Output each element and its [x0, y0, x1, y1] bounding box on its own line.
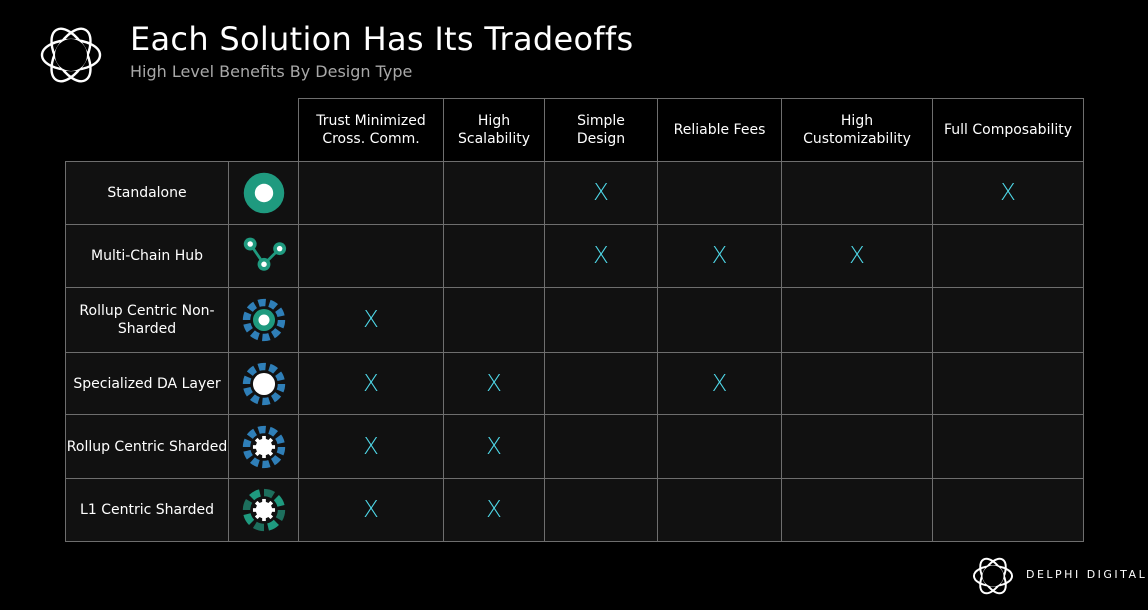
- column-header: Reliable Fees: [657, 98, 782, 162]
- empty-cell: [544, 352, 658, 415]
- footer-brand: DELPHI DIGITAL: [1026, 568, 1148, 581]
- check-mark-cell: X: [932, 161, 1084, 225]
- empty-cell: [932, 287, 1084, 353]
- row-label: Standalone: [65, 161, 229, 225]
- empty-cell: [781, 478, 933, 542]
- table-row: L1 Centric Sharded X X: [65, 478, 1084, 542]
- empty-cell: [657, 287, 782, 353]
- column-header: Trust Minimized Cross. Comm.: [298, 98, 444, 162]
- empty-cell: [932, 478, 1084, 542]
- rollup-centric-non-sharded-icon: [242, 298, 285, 342]
- empty-cell: [544, 414, 658, 479]
- table-row: Rollup Centric Sharded X X: [65, 414, 1084, 479]
- column-header: High Scalability: [443, 98, 545, 162]
- row-label: Rollup Centric Non-Sharded: [65, 287, 229, 353]
- empty-cell: [657, 161, 782, 225]
- empty-cell: [298, 224, 444, 288]
- empty-cell: [657, 414, 782, 479]
- empty-cell: [932, 352, 1084, 415]
- empty-cell: [932, 224, 1084, 288]
- check-mark-cell: X: [443, 478, 545, 542]
- delphi-footer-logo-icon: [972, 557, 1014, 595]
- specialized-da-layer-icon: [242, 362, 285, 405]
- table-row: Specialized DA Layer X X X: [65, 352, 1084, 415]
- page-subtitle: High Level Benefits By Design Type: [130, 62, 413, 81]
- row-icon-cell: [228, 224, 299, 288]
- check-mark-cell: X: [544, 224, 658, 288]
- check-mark-cell: X: [544, 161, 658, 225]
- check-mark-cell: X: [657, 352, 782, 415]
- empty-cell: [781, 352, 933, 415]
- empty-cell: [544, 478, 658, 542]
- row-label: Multi-Chain Hub: [65, 224, 229, 288]
- page-title: Each Solution Has Its Tradeoffs: [130, 20, 634, 58]
- check-mark-cell: X: [298, 414, 444, 479]
- check-mark-cell: X: [781, 224, 933, 288]
- multi-chain-hub-icon: [243, 237, 286, 271]
- row-icon-cell: [228, 352, 299, 415]
- empty-cell: [443, 224, 545, 288]
- empty-cell: [781, 287, 933, 353]
- check-mark-cell: X: [443, 414, 545, 479]
- row-icon-cell: [228, 161, 299, 225]
- table-row: Rollup Centric Non-Sharded X: [65, 287, 1084, 353]
- empty-cell: [781, 161, 933, 225]
- row-label: Rollup Centric Sharded: [65, 414, 229, 479]
- empty-cell: [443, 161, 545, 225]
- table-row: Multi-Chain Hub X X X: [65, 224, 1084, 288]
- column-header: High Customizability: [781, 98, 933, 162]
- delphi-logo-icon: [40, 27, 102, 83]
- row-icon-cell: [228, 478, 299, 542]
- row-label: Specialized DA Layer: [65, 352, 229, 415]
- check-mark-cell: X: [298, 287, 444, 353]
- empty-cell: [298, 161, 444, 225]
- empty-cell: [443, 287, 545, 353]
- column-header: Simple Design: [544, 98, 658, 162]
- rollup-centric-sharded-icon: [242, 425, 285, 468]
- row-icon-cell: [228, 287, 299, 353]
- check-mark-cell: X: [657, 224, 782, 288]
- table-row: Standalone X X: [65, 161, 1084, 225]
- check-mark-cell: X: [443, 352, 545, 415]
- corner-blank: [66, 99, 229, 162]
- standalone-icon: [243, 172, 284, 214]
- check-mark-cell: X: [298, 478, 444, 542]
- l1-centric-sharded-icon: [242, 488, 285, 532]
- empty-cell: [932, 414, 1084, 479]
- row-label: L1 Centric Sharded: [65, 478, 229, 542]
- column-header: Full Composability: [932, 98, 1084, 162]
- empty-cell: [657, 478, 782, 542]
- empty-cell: [544, 287, 658, 353]
- check-mark-cell: X: [298, 352, 444, 415]
- tradeoffs-table: Trust Minimized Cross. Comm. High Scalab…: [65, 98, 1084, 542]
- corner-blank-icon-col: [229, 99, 299, 162]
- empty-cell: [781, 414, 933, 479]
- row-icon-cell: [228, 414, 299, 479]
